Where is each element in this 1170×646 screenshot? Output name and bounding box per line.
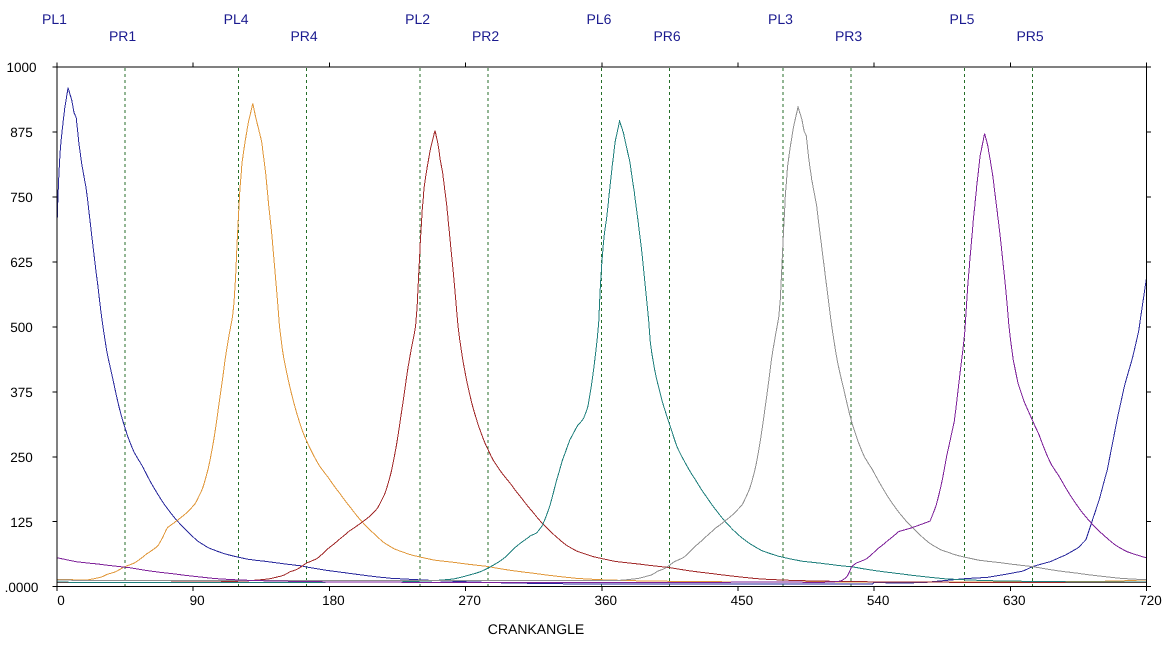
svg-text:PL4: PL4 xyxy=(224,11,249,27)
svg-text:PR4: PR4 xyxy=(290,28,317,44)
svg-text:180: 180 xyxy=(322,593,345,608)
svg-text:360: 360 xyxy=(595,593,618,608)
svg-text:125: 125 xyxy=(10,515,33,530)
svg-text:PR6: PR6 xyxy=(653,28,680,44)
svg-text:450: 450 xyxy=(731,593,754,608)
svg-text:250: 250 xyxy=(10,450,33,465)
svg-text:375: 375 xyxy=(10,385,33,400)
svg-text:625: 625 xyxy=(10,255,33,270)
svg-text:PR5: PR5 xyxy=(1016,28,1043,44)
svg-text:750: 750 xyxy=(10,190,33,205)
svg-text:PL3: PL3 xyxy=(768,11,793,27)
svg-text:875: 875 xyxy=(10,125,33,140)
svg-text:PR2: PR2 xyxy=(472,28,499,44)
svg-text:720: 720 xyxy=(1139,593,1162,608)
svg-text:PL1: PL1 xyxy=(42,11,67,27)
svg-text:.0000: .0000 xyxy=(5,580,39,595)
svg-text:540: 540 xyxy=(867,593,890,608)
svg-text:270: 270 xyxy=(458,593,481,608)
svg-text:PL2: PL2 xyxy=(405,11,430,27)
svg-text:500: 500 xyxy=(10,320,33,335)
svg-text:PL5: PL5 xyxy=(950,11,975,27)
svg-text:PL6: PL6 xyxy=(587,11,612,27)
svg-text:PR1: PR1 xyxy=(109,28,136,44)
svg-text:90: 90 xyxy=(190,593,205,608)
svg-text:0: 0 xyxy=(57,593,65,608)
svg-text:630: 630 xyxy=(1003,593,1026,608)
svg-text:CRANKANGLE: CRANKANGLE xyxy=(488,621,584,637)
svg-text:1000: 1000 xyxy=(6,60,36,75)
svg-text:PR3: PR3 xyxy=(835,28,862,44)
